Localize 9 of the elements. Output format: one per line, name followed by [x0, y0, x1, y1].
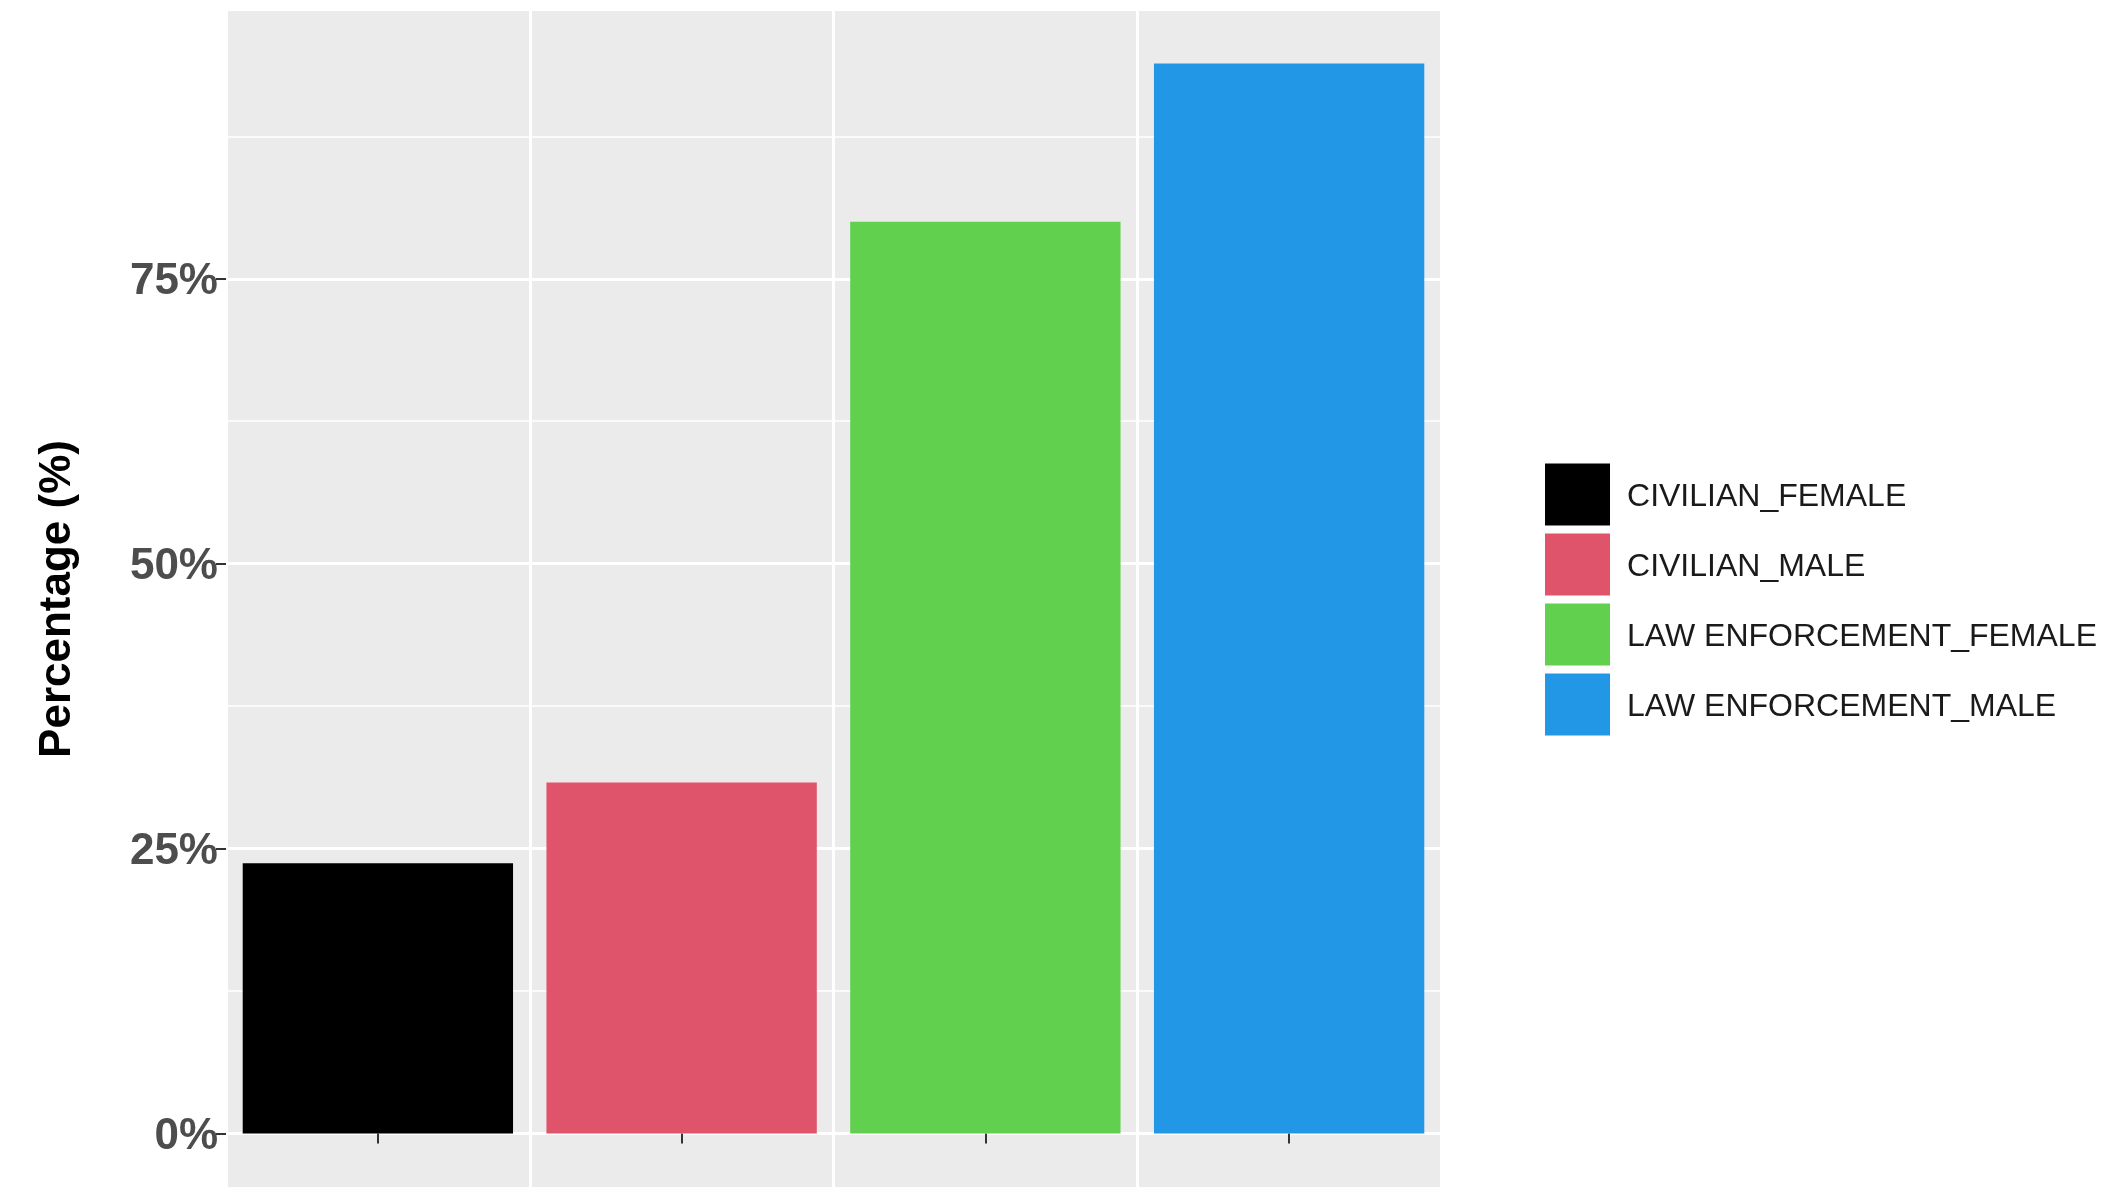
y-tick-label: 50% [129, 539, 218, 589]
legend-label: CIVILIAN_MALE [1627, 546, 1866, 583]
y-tick-label: 0% [154, 1108, 218, 1158]
y-tick-label: 75% [129, 254, 218, 304]
legend-label: LAW ENFORCEMENT_MALE [1627, 686, 2057, 723]
y-tick-label: 25% [129, 824, 218, 874]
y-axis-title: Percentage (%) [29, 440, 79, 758]
legend-label: LAW ENFORCEMENT_FEMALE [1627, 616, 2097, 653]
legend-label: CIVILIAN_FEMALE [1627, 476, 1907, 513]
